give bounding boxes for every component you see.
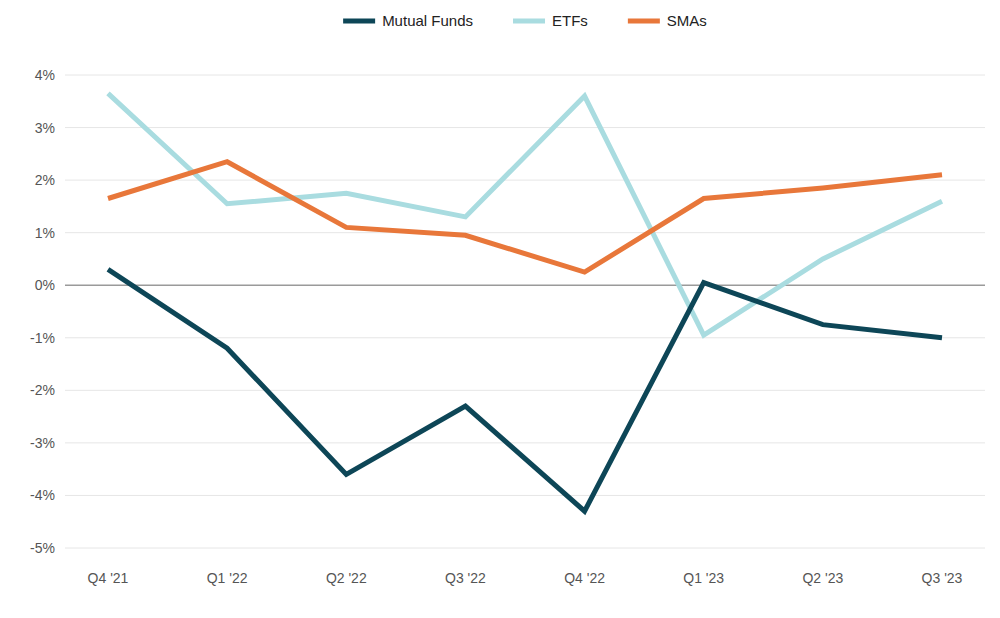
series-line <box>108 93 942 335</box>
legend-label: SMAs <box>667 12 707 29</box>
grid <box>65 75 985 548</box>
grid-line <box>65 548 985 549</box>
grid-line <box>65 442 985 443</box>
x-tick-label: Q1 '22 <box>207 570 248 586</box>
series-line <box>108 269 942 511</box>
x-tick-label: Q3 '22 <box>445 570 486 586</box>
legend-label: Mutual Funds <box>382 12 473 29</box>
y-tick-label: -1% <box>30 330 55 346</box>
y-tick-label: -2% <box>30 382 55 398</box>
page: {"chart_data": {"type": "line", "categor… <box>0 0 1000 618</box>
x-tick-label: Q4 '22 <box>564 570 605 586</box>
y-tick-label: -5% <box>30 540 55 556</box>
series-line <box>108 162 942 272</box>
grid-line <box>65 495 985 496</box>
grid-line <box>65 127 985 128</box>
y-tick-label: 2% <box>35 172 55 188</box>
chart: -5% -4% -3% -2% -1% 0% 1% 2% 3% 4% Q4 '21 Q1 '22 Q2 … <box>0 0 1000 618</box>
series-group <box>108 93 942 511</box>
x-tick-label: Q2 '22 <box>326 570 367 586</box>
legend-swatch <box>343 19 375 24</box>
y-tick-label: -4% <box>30 487 55 503</box>
y-tick-label: 1% <box>35 225 55 241</box>
legend-swatch <box>628 19 660 24</box>
y-tick-label: 4% <box>35 67 55 83</box>
legend: Mutual Funds ETFs SMAs <box>343 12 707 29</box>
grid-line <box>65 232 985 233</box>
y-tick-label: 0% <box>35 277 55 293</box>
y-tick-label: 3% <box>35 120 55 136</box>
x-tick-label: Q4 '21 <box>88 570 129 586</box>
zero-line <box>65 284 985 286</box>
x-tick-label: Q2 '23 <box>802 570 843 586</box>
legend-label: ETFs <box>552 12 588 29</box>
grid-line <box>65 75 985 76</box>
grid-line <box>65 337 985 338</box>
y-tick-label: -3% <box>30 435 55 451</box>
grid-line <box>65 390 985 391</box>
legend-swatch <box>513 19 545 24</box>
x-tick-label: Q1 '23 <box>683 570 724 586</box>
x-tick-label: Q3 '23 <box>922 570 963 586</box>
